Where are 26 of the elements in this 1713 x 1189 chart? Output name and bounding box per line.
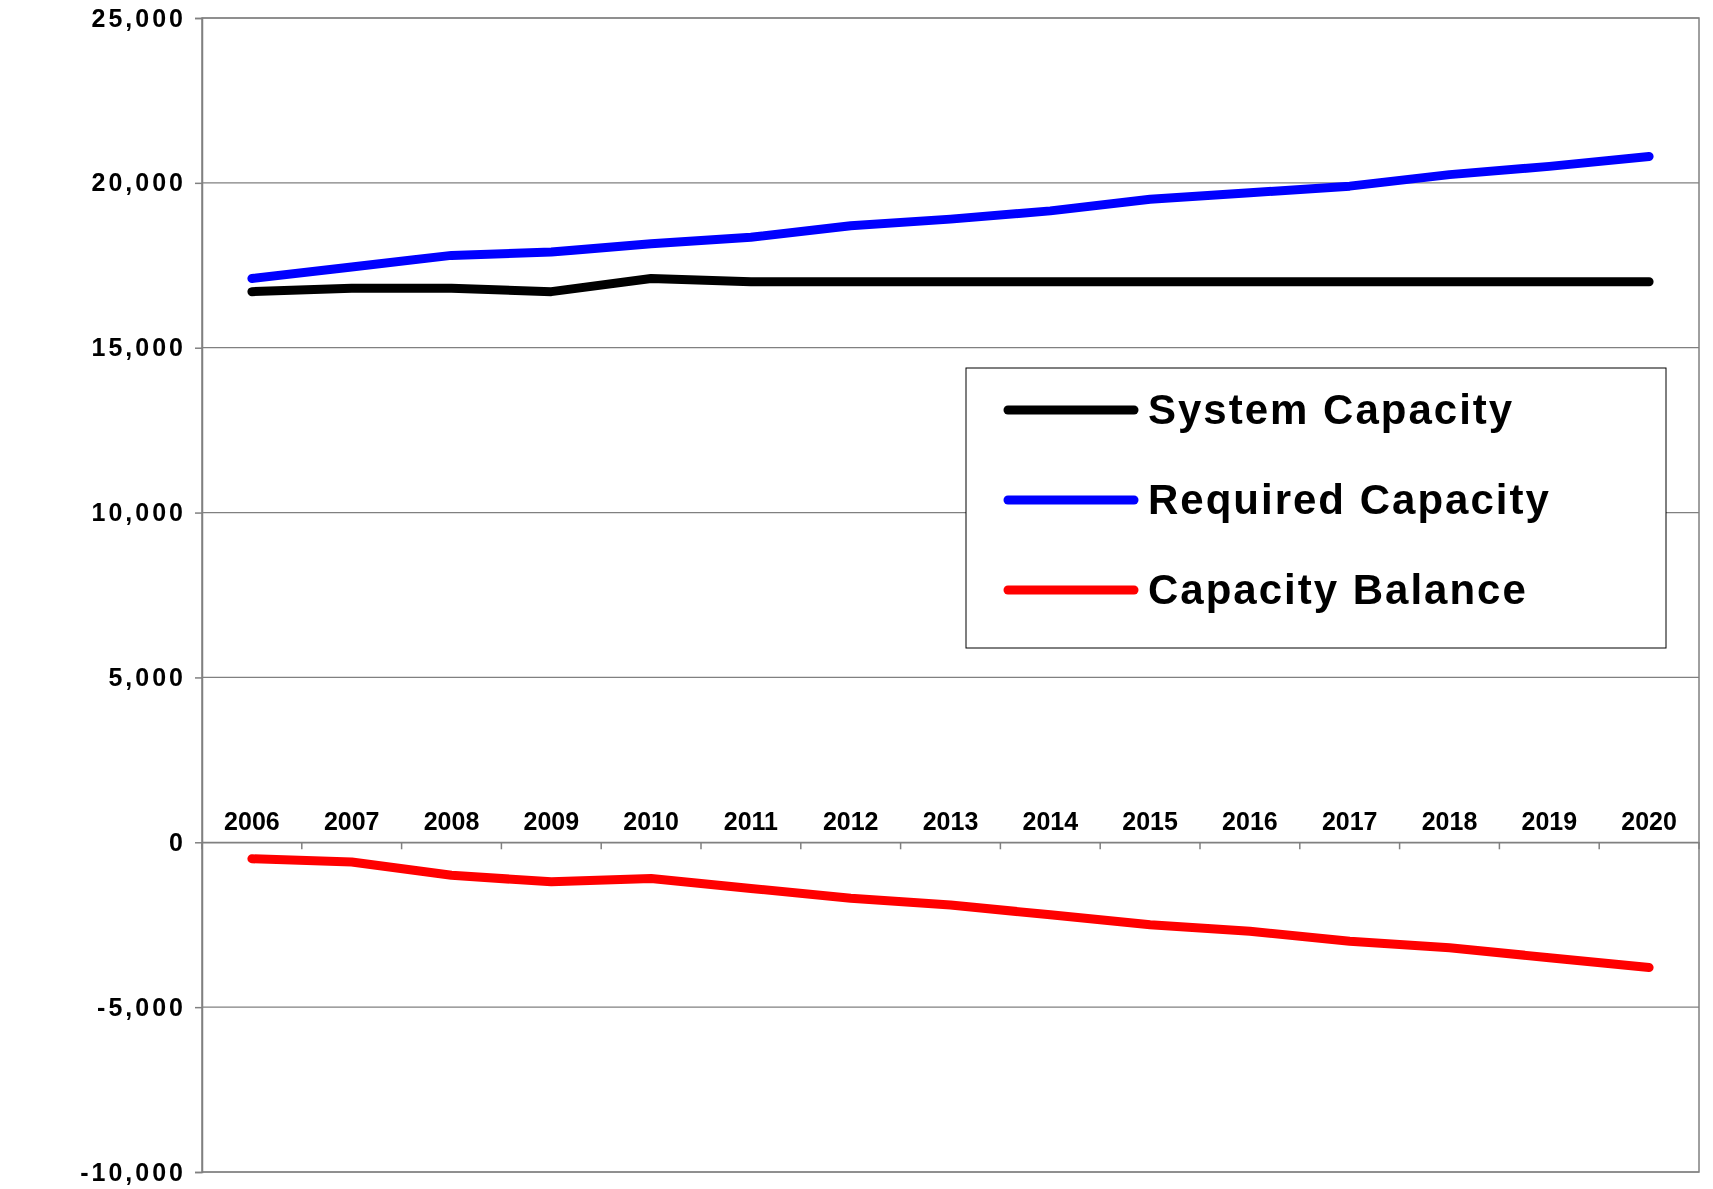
y-tick-label: 20,000	[91, 168, 186, 197]
legend-label: Required Capacity	[1148, 476, 1551, 523]
x-tick-label: 2019	[1521, 807, 1578, 836]
x-tick-label: 2008	[423, 807, 480, 836]
x-tick-label: 2016	[1222, 807, 1278, 836]
y-tick-label: 10,000	[91, 498, 186, 527]
y-tick-label: 5,000	[108, 662, 186, 691]
y-tick-label: -10,000	[80, 1157, 186, 1186]
x-tick-label: 2011	[723, 807, 779, 836]
legend-label: System Capacity	[1148, 386, 1515, 433]
x-tick-label: 2012	[822, 807, 879, 836]
y-tick-label: 15,000	[91, 333, 186, 362]
legend-label: Capacity Balance	[1148, 566, 1528, 613]
x-tick-label: 2006	[224, 807, 280, 836]
x-tick-label: 2009	[523, 807, 580, 836]
x-tick-label: 2013	[922, 807, 979, 836]
x-tick-label: 2020	[1621, 807, 1677, 836]
y-tick-label: 0	[169, 827, 186, 856]
y-tick-label: 25,000	[91, 3, 186, 32]
x-tick-label: 2018	[1421, 807, 1478, 836]
x-tick-label: 2007	[323, 807, 380, 836]
x-tick-label: 2015	[1122, 807, 1178, 836]
x-tick-label: 2017	[1321, 807, 1378, 836]
x-tick-label: 2010	[623, 807, 679, 836]
x-tick-label: 2014	[1022, 807, 1079, 836]
y-tick-label: -5,000	[97, 992, 186, 1021]
